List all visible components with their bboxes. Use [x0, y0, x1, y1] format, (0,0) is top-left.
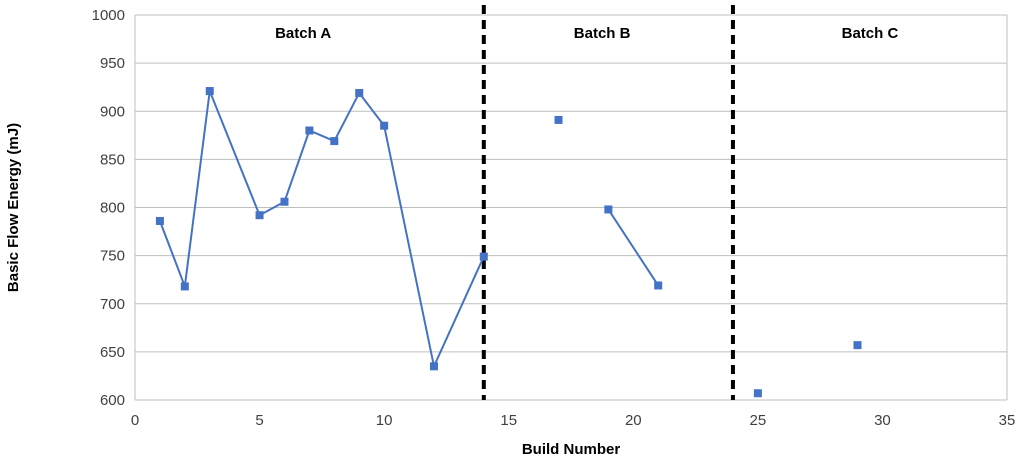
data-point — [255, 211, 264, 220]
x-tick-label: 10 — [376, 412, 393, 429]
y-tick-label: 900 — [100, 103, 125, 120]
y-axis-title: Basic Flow Energy (mJ) — [5, 123, 22, 292]
y-tick-label: 1000 — [92, 7, 125, 24]
batch-labels: Batch A Batch B Batch C — [275, 25, 898, 42]
y-tick-label: 850 — [100, 151, 125, 168]
data-point — [479, 252, 488, 261]
data-series — [155, 87, 862, 398]
gridlines — [134, 14, 1008, 401]
data-point — [604, 205, 613, 214]
y-tick-label: 950 — [100, 55, 125, 72]
x-axis-ticks: 0 5 10 15 20 25 30 35 — [131, 412, 1016, 429]
x-tick-label: 5 — [255, 412, 263, 429]
data-point — [180, 282, 189, 291]
data-point — [654, 281, 663, 290]
x-tick-label: 15 — [500, 412, 517, 429]
y-tick-label: 700 — [100, 296, 125, 313]
batch-dividers — [481, 5, 735, 400]
data-point — [429, 362, 438, 371]
data-point — [355, 88, 364, 97]
x-tick-label: 30 — [874, 412, 891, 429]
x-tick-label: 25 — [750, 412, 767, 429]
y-tick-label: 750 — [100, 248, 125, 265]
x-tick-label: 0 — [131, 412, 139, 429]
data-point — [205, 87, 214, 96]
series-line — [607, 208, 660, 287]
batch-label: Batch C — [842, 25, 899, 42]
data-point — [330, 137, 339, 146]
batch-label: Batch A — [275, 25, 331, 42]
x-tick-label: 20 — [625, 412, 642, 429]
y-tick-label: 800 — [100, 200, 125, 217]
data-point — [280, 197, 289, 206]
y-tick-label: 650 — [100, 344, 125, 361]
x-tick-label: 35 — [999, 412, 1016, 429]
data-point — [554, 115, 563, 124]
data-point — [853, 341, 862, 350]
y-tick-label: 600 — [100, 392, 125, 409]
batch-label: Batch B — [574, 25, 631, 42]
x-axis-title: Build Number — [522, 441, 620, 458]
data-point — [155, 216, 164, 225]
y-axis-ticks: 600 650 700 750 800 850 900 950 1000 — [92, 7, 125, 409]
data-point — [380, 121, 389, 130]
data-point — [753, 389, 762, 398]
series-line — [158, 87, 485, 370]
data-point — [305, 126, 314, 135]
